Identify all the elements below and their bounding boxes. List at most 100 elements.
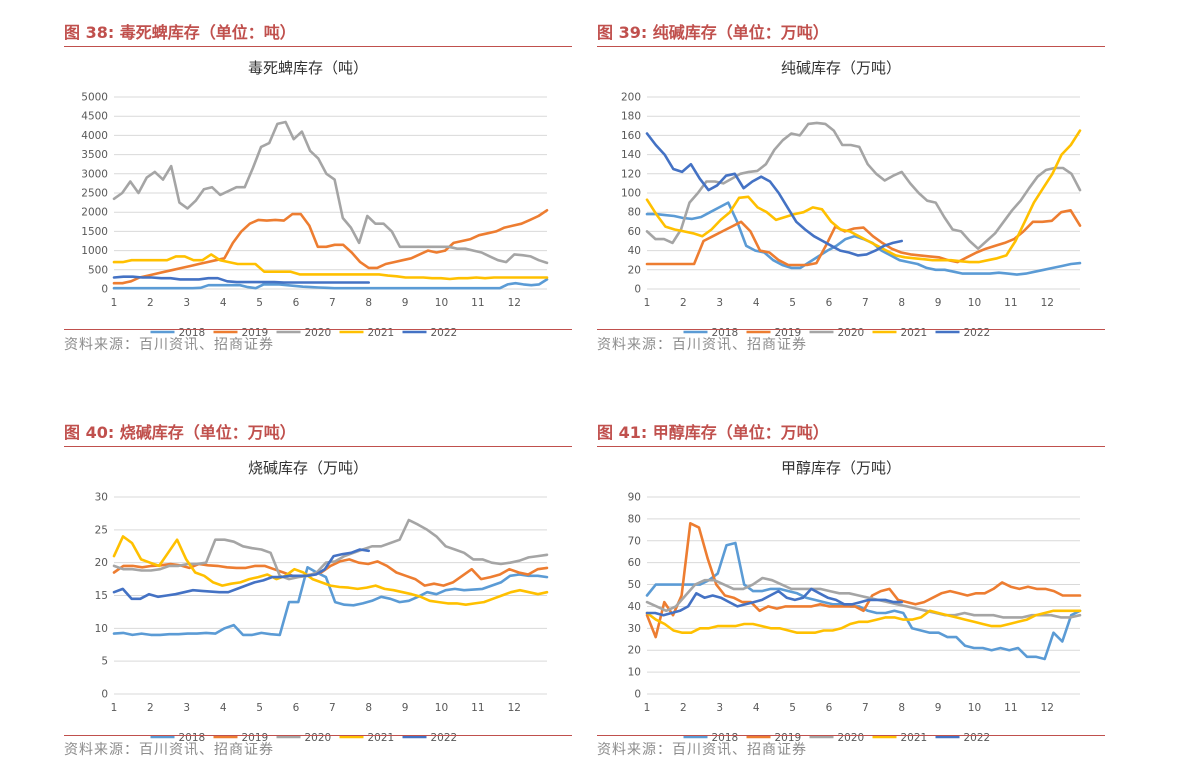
x-tick-label: 2: [680, 702, 687, 714]
series-line-2019: [645, 209, 1082, 267]
chart-title: 毒死蜱库存（吨）: [248, 59, 368, 77]
x-tick-label: 11: [1004, 702, 1017, 714]
x-tick-label: 1: [644, 297, 651, 309]
series-line-2022: [645, 587, 904, 617]
source-note: 资料来源：百川资讯、招商证券: [64, 742, 274, 758]
x-tick-label: 10: [968, 297, 981, 309]
y-tick-label: 1500: [81, 226, 108, 238]
x-tick-label: 9: [935, 702, 942, 714]
legend-label-2018: 2018: [179, 327, 206, 339]
source-note: 资料来源：百川资讯、招商证券: [597, 337, 807, 353]
x-tick-label: 4: [753, 297, 760, 309]
legend-label-2022: 2022: [964, 327, 991, 339]
y-tick-label: 180: [621, 111, 641, 123]
x-tick-label: 11: [1004, 297, 1017, 309]
x-tick-label: 4: [220, 297, 227, 309]
x-tick-label: 5: [789, 702, 796, 714]
y-tick-label: 10: [95, 623, 108, 635]
x-tick-label: 6: [826, 702, 833, 714]
y-tick-label: 5000: [81, 92, 108, 104]
y-tick-label: 0: [101, 689, 108, 701]
y-tick-label: 20: [95, 557, 108, 569]
y-tick-label: 90: [628, 492, 641, 504]
y-tick-label: 60: [628, 226, 641, 238]
series-line-2020: [645, 576, 1082, 619]
figure-panel-methanol: 图 41: 甲醇库存（单位：万吨） 甲醇库存（万吨） 0 10 20 30 40 50 60 7…: [597, 421, 1105, 766]
x-tick-label: 7: [862, 702, 869, 714]
legend-label-2021: 2021: [901, 732, 928, 744]
figure-label: 图 38: 毒死蜱库存（单位：吨）: [64, 23, 296, 42]
title-rule: [64, 46, 572, 47]
x-tick-label: 6: [293, 297, 300, 309]
bottom-rule: [597, 735, 1105, 736]
figure-panel-caustic-soda: 图 40: 烧碱库存（单位：万吨） 烧碱库存（万吨） 0 5 10 15 20 25 30 1 2…: [64, 421, 572, 766]
y-tick-label: 20: [628, 645, 641, 657]
series-line-2021: [112, 535, 549, 606]
series-line-2018: [112, 566, 549, 637]
y-tick-label: 10: [628, 667, 641, 679]
source-note: 资料来源：百川资讯、招商证券: [64, 337, 274, 353]
y-tick-label: 60: [628, 557, 641, 569]
x-tick-label: 6: [293, 702, 300, 714]
figure-label: 图 39: 纯碱库存（单位：万吨）: [597, 23, 829, 42]
figure-label: 图 41: 甲醇库存（单位：万吨）: [597, 423, 829, 442]
x-tick-label: 10: [435, 297, 448, 309]
x-tick-label: 1: [111, 297, 118, 309]
chart-title: 烧碱库存（万吨）: [248, 459, 368, 477]
bottom-rule: [64, 735, 572, 736]
legend-label-2022: 2022: [431, 732, 458, 744]
figure-label: 图 40: 烧碱库存（单位：万吨）: [64, 423, 296, 442]
y-tick-label: 40: [628, 601, 641, 613]
x-tick-label: 2: [147, 297, 154, 309]
chart-chlorpyrifos-inventory: 毒死蜱库存（吨） 0 500 1000 1500 2000 2500 3000 3500 4000…: [81, 59, 549, 339]
y-tick-label: 80: [628, 513, 641, 525]
y-tick-label: 160: [621, 130, 641, 142]
y-tick-label: 140: [621, 149, 641, 161]
series-line-2021: [645, 129, 1082, 264]
series-line-2022: [645, 132, 904, 257]
title-rule: [597, 446, 1105, 447]
chart-title: 甲醇库存（万吨）: [781, 459, 901, 477]
series-line-2019: [645, 522, 1082, 639]
y-tick-label: 50: [628, 579, 641, 591]
x-tick-label: 12: [1041, 297, 1054, 309]
x-tick-label: 3: [716, 297, 723, 309]
x-tick-label: 8: [898, 702, 905, 714]
x-tick-label: 3: [183, 702, 190, 714]
series-line-2020: [112, 120, 549, 265]
x-tick-label: 5: [256, 702, 263, 714]
title-rule: [64, 446, 572, 447]
y-tick-label: 30: [95, 492, 108, 504]
y-tick-label: 5: [101, 656, 108, 668]
y-tick-label: 4000: [81, 130, 108, 142]
x-tick-label: 7: [862, 297, 869, 309]
y-tick-label: 40: [628, 245, 641, 257]
y-tick-label: 0: [101, 284, 108, 296]
y-tick-label: 3500: [81, 149, 108, 161]
x-tick-label: 11: [471, 702, 484, 714]
source-note: 资料来源：百川资讯、招商证券: [597, 742, 807, 758]
legend-label-2022: 2022: [431, 327, 458, 339]
y-tick-label: 0: [634, 689, 641, 701]
series-line-2022: [112, 548, 371, 601]
x-tick-label: 12: [1041, 702, 1054, 714]
x-tick-label: 1: [111, 702, 118, 714]
series-line-2021: [112, 253, 549, 281]
legend-label-2021: 2021: [368, 732, 395, 744]
y-tick-label: 2000: [81, 207, 108, 219]
x-tick-label: 8: [365, 297, 372, 309]
x-tick-label: 7: [329, 702, 336, 714]
figure-panel-chlorpyrifos: 图 38: 毒死蜱库存（单位：吨） 毒死蜱库存（吨） 0 500 1000 1500 20…: [64, 21, 572, 361]
y-tick-label: 3000: [81, 168, 108, 180]
y-tick-label: 70: [628, 535, 641, 547]
x-tick-label: 5: [256, 297, 263, 309]
x-tick-label: 9: [402, 297, 409, 309]
x-tick-label: 8: [898, 297, 905, 309]
series-line-2018: [112, 278, 549, 290]
y-tick-label: 500: [88, 264, 108, 276]
x-tick-label: 6: [826, 297, 833, 309]
y-tick-label: 120: [621, 168, 641, 180]
series-line-2021: [645, 609, 1082, 634]
legend-label-2019: 2019: [242, 327, 269, 339]
